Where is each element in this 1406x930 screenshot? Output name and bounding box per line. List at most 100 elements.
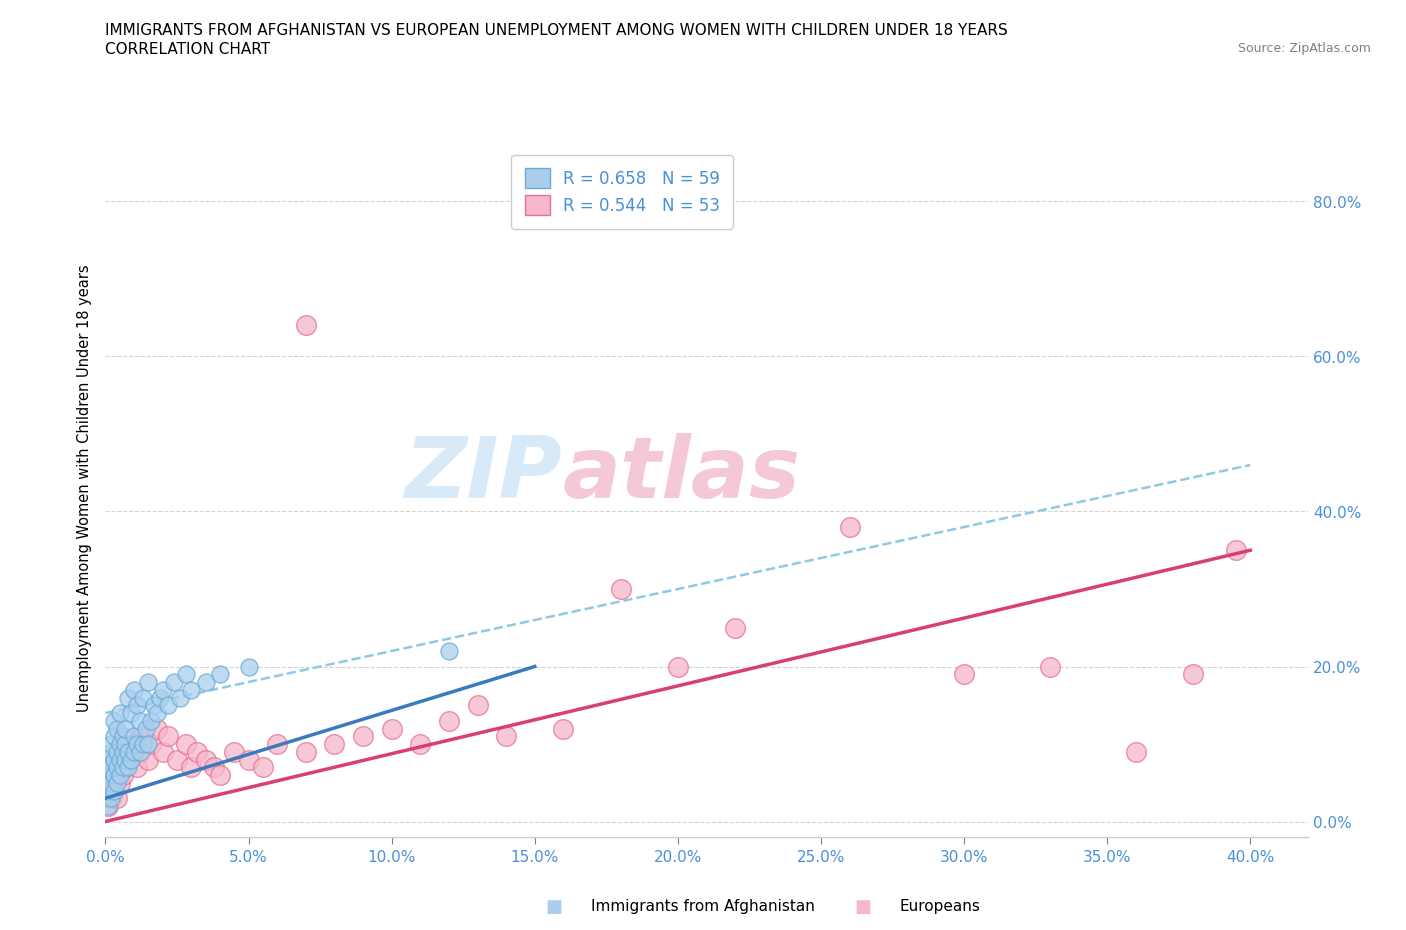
Text: atlas: atlas (562, 432, 800, 516)
Point (131, 729, 153, 744)
Point (125, 737, 148, 751)
Point (295, 744, 318, 759)
Point (105, 744, 128, 759)
Point (1225, 543, 1247, 558)
Point (103, 783, 125, 798)
Point (117, 744, 139, 759)
Point (122, 729, 145, 744)
Point (143, 698, 166, 712)
Point (128, 744, 150, 759)
Point (152, 744, 174, 759)
Point (186, 744, 208, 759)
Point (437, 644, 460, 658)
Point (409, 737, 432, 751)
Point (224, 744, 246, 759)
Point (141, 737, 163, 751)
Point (105, 790, 128, 805)
Point (103, 767, 125, 782)
Point (111, 744, 134, 759)
Point (208, 767, 231, 782)
Point (105, 760, 128, 775)
Point (108, 752, 131, 767)
Point (180, 683, 202, 698)
Point (138, 674, 160, 689)
Point (238, 659, 260, 674)
Point (138, 752, 160, 767)
Point (609, 581, 631, 596)
Point (100, 737, 122, 751)
Point (100, 790, 122, 805)
Point (117, 760, 139, 775)
Point (105, 776, 128, 790)
Point (97, 783, 120, 798)
Point (149, 690, 172, 705)
Point (105, 721, 128, 736)
Point (97, 767, 120, 782)
Point (666, 659, 689, 674)
Point (97, 799, 120, 814)
Point (117, 752, 139, 767)
Point (100, 760, 122, 775)
Text: Europeans: Europeans (900, 899, 981, 914)
Point (838, 520, 860, 535)
Point (114, 760, 136, 775)
Point (152, 683, 174, 698)
Point (122, 744, 145, 759)
Point (108, 752, 131, 767)
Point (103, 783, 125, 798)
Point (238, 752, 260, 767)
Point (295, 318, 318, 333)
Text: ■: ■ (546, 897, 562, 916)
Point (174, 737, 197, 751)
Point (141, 713, 163, 728)
Point (1182, 667, 1205, 682)
Point (174, 667, 197, 682)
Point (103, 752, 125, 767)
Point (135, 721, 157, 736)
Point (381, 721, 404, 736)
Point (437, 713, 460, 728)
Point (467, 698, 489, 712)
Point (108, 767, 131, 782)
Point (128, 713, 150, 728)
Point (103, 729, 125, 744)
Text: ■: ■ (855, 897, 872, 916)
Point (108, 706, 131, 721)
Point (108, 737, 131, 751)
Point (100, 776, 122, 790)
Point (352, 729, 374, 744)
Point (169, 690, 191, 705)
Point (122, 737, 145, 751)
Point (138, 737, 160, 751)
Point (208, 667, 231, 682)
Text: Immigrants from Afghanistan: Immigrants from Afghanistan (591, 899, 814, 914)
Point (157, 729, 180, 744)
Point (146, 721, 169, 736)
Point (166, 752, 188, 767)
Point (100, 744, 122, 759)
Point (111, 760, 134, 775)
Point (114, 721, 136, 736)
Point (103, 713, 125, 728)
Text: CORRELATION CHART: CORRELATION CHART (105, 42, 270, 57)
Point (131, 690, 153, 705)
Point (125, 698, 148, 712)
Point (114, 752, 136, 767)
Point (125, 760, 148, 775)
Point (202, 760, 225, 775)
Y-axis label: Unemployment Among Women with Children Under 18 years: Unemployment Among Women with Children U… (77, 264, 93, 712)
Point (157, 698, 180, 712)
Point (163, 674, 186, 689)
Point (97, 799, 120, 814)
Point (194, 674, 217, 689)
Point (120, 752, 142, 767)
Point (252, 760, 274, 775)
Point (266, 737, 288, 751)
Point (97, 752, 120, 767)
Point (111, 729, 134, 744)
Text: ZIP: ZIP (405, 432, 562, 516)
Point (194, 752, 217, 767)
Point (495, 729, 517, 744)
Point (553, 721, 575, 736)
Point (1039, 659, 1062, 674)
